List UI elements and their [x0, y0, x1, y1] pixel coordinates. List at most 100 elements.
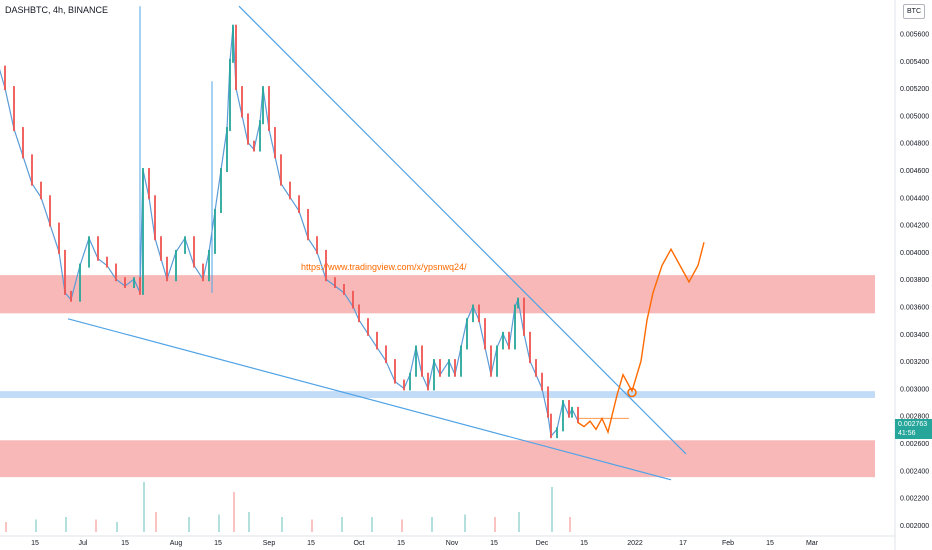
y-tick-label: 0.005200	[900, 86, 929, 93]
candle-37	[253, 140, 255, 152]
volume-bar-2	[65, 517, 67, 532]
volume-bar-0	[5, 522, 7, 532]
candle-45	[307, 208, 309, 241]
candle-6	[40, 181, 42, 200]
candle-81	[550, 413, 552, 439]
candle-25	[184, 236, 186, 254]
candle-14	[106, 256, 108, 268]
volume-bar-1	[35, 519, 37, 532]
candle-61	[433, 359, 435, 391]
candle-18	[139, 277, 141, 295]
projection-target-marker	[627, 387, 637, 398]
candle-64	[454, 359, 456, 377]
trendlines-layer	[67, 5, 687, 481]
candle-55	[394, 359, 396, 384]
candle-62	[439, 359, 441, 377]
candle-66	[466, 318, 468, 350]
candle-42	[280, 154, 282, 186]
x-tick-label: 15	[766, 540, 774, 547]
y-tick-label: 0.003400	[900, 332, 929, 339]
candle-32	[229, 58, 231, 132]
volume-bar-18	[494, 517, 496, 532]
candle-8	[58, 222, 60, 254]
x-tick-label: 15	[121, 540, 129, 547]
y-tick-label: 0.004000	[900, 250, 929, 257]
candle-29	[214, 208, 216, 254]
x-tick-label: Oct	[354, 540, 365, 547]
candle-27	[202, 263, 204, 282]
chart-link-annotation[interactable]: https://www.tradingview.com/x/ypsnwq24/	[301, 262, 467, 272]
zone-2	[0, 440, 875, 478]
trendline-0	[238, 5, 687, 455]
candle-38	[259, 120, 261, 152]
x-axis-ticks: 15 Jul 15 Aug 15 Sep 15 Oct 15 Nov 15 Dec 15 2022 17 Fe…	[31, 540, 819, 547]
current-price-tag: 0.002763 41:56	[895, 419, 932, 439]
candle-68	[478, 304, 480, 323]
volume-bar-11	[281, 517, 283, 532]
y-tick-label: 0.003200	[900, 359, 929, 366]
candle-21	[154, 195, 156, 241]
volume-bar-5	[143, 482, 145, 532]
projection-path	[577, 242, 705, 435]
candle-24	[175, 249, 177, 282]
candle-71	[496, 345, 498, 377]
candle-52	[367, 318, 369, 336]
candle-35	[241, 86, 243, 118]
candle-44	[298, 195, 300, 213]
currency-badge[interactable]: BTC	[903, 4, 925, 19]
candle-86	[577, 406, 579, 424]
candle-74	[514, 304, 516, 350]
candle-47	[325, 249, 327, 282]
candle-49	[343, 284, 345, 295]
candle-13	[97, 236, 99, 261]
x-tick-label: 2022	[627, 540, 643, 547]
candle-34	[235, 24, 237, 91]
candle-23	[166, 256, 168, 282]
y-tick-label: 0.003800	[900, 277, 929, 284]
current-price-value: 0.002763	[898, 421, 928, 428]
y-tick-label: 0.002800	[900, 414, 929, 421]
y-tick-label: 0.005000	[900, 113, 929, 120]
volume-bar-9	[233, 492, 235, 532]
spikes-layer	[139, 6, 213, 293]
y-tick-label: 0.002000	[900, 523, 929, 530]
candle-51	[358, 304, 360, 323]
y-tick-label: 0.005400	[900, 59, 929, 66]
candle-69	[484, 318, 486, 350]
candle-12	[88, 236, 90, 268]
candle-75	[517, 297, 519, 309]
volume-bar-10	[248, 512, 250, 532]
x-tick-label: 15	[490, 540, 498, 547]
candle-16	[124, 277, 126, 289]
x-tick-label: Aug	[170, 540, 183, 547]
candle-72	[502, 331, 504, 350]
candle-85	[571, 406, 573, 418]
candle-36	[247, 113, 249, 145]
candle-26	[193, 236, 195, 268]
candle-15	[115, 263, 117, 282]
candle-53	[376, 331, 378, 350]
zones-layer	[0, 275, 875, 478]
y-tick-label: 0.002400	[900, 468, 929, 475]
symbol-title: DASHBTC, 4h, BINANCE	[5, 5, 109, 15]
candle-20	[148, 168, 150, 200]
candle-56	[403, 379, 405, 391]
candle-80	[547, 386, 549, 418]
candle-17	[133, 277, 135, 289]
candle-31	[226, 127, 228, 172]
volume-bar-13	[341, 517, 343, 532]
x-tick-label: 15	[31, 540, 39, 547]
volume-bar-4	[116, 522, 118, 532]
candle-30	[220, 168, 222, 213]
candle-40	[268, 86, 270, 132]
candle-59	[421, 345, 423, 377]
y-tick-label: 0.003000	[900, 386, 929, 393]
volume-bar-20	[551, 487, 553, 532]
candle-76	[523, 297, 525, 336]
candle-63	[448, 359, 450, 377]
candle-70	[490, 345, 492, 377]
volume-layer	[5, 482, 571, 532]
candle-11	[79, 263, 81, 302]
volume-bar-19	[518, 512, 520, 532]
